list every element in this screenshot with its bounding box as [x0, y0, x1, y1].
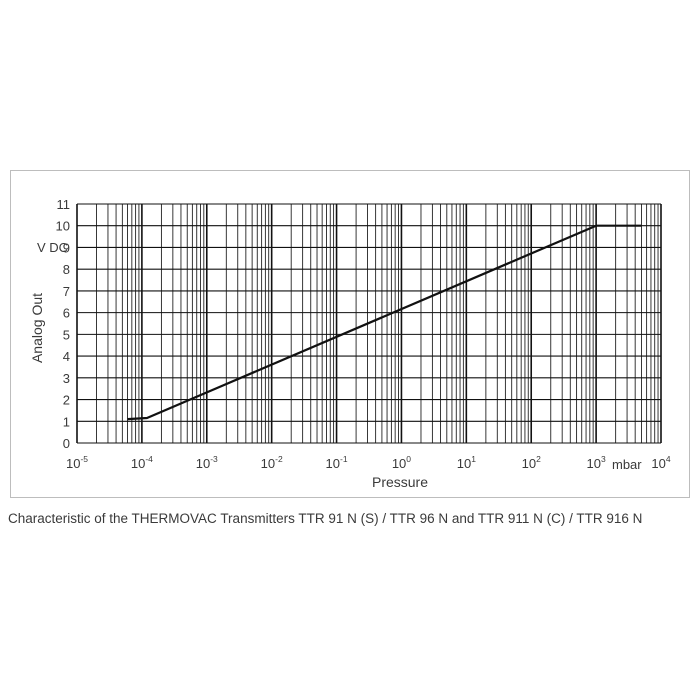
- x-unit-label: mbar: [612, 457, 642, 472]
- y-tick-label: 5: [63, 327, 70, 342]
- x-axis-title: Pressure: [372, 474, 428, 490]
- x-tick-label: 10-3: [196, 454, 218, 471]
- x-tick-label: 102: [522, 454, 541, 471]
- x-tick-label: 10-5: [66, 454, 88, 471]
- minor-gridlines: [96, 204, 659, 443]
- y-tick-label: 1: [63, 414, 70, 429]
- series-layer: [127, 224, 642, 421]
- x-tick-label: 104: [651, 454, 670, 471]
- y-tick-label: 11: [57, 197, 71, 212]
- x-tick-label: 103: [587, 454, 606, 471]
- y-tick-label: 10: [56, 219, 70, 234]
- y-tick-label: 0: [63, 436, 70, 451]
- y-tick-label: 6: [63, 306, 70, 321]
- y-tick-label: 4: [63, 349, 70, 364]
- major-gridlines: [76, 203, 662, 444]
- y-tick-label: 7: [63, 284, 70, 299]
- y-unit-label: V DC: [37, 240, 68, 255]
- chart-frame: [10, 170, 690, 498]
- y-tick-label: 9: [63, 240, 70, 255]
- y-tick-label: 2: [63, 393, 70, 408]
- x-tick-label: 10-1: [326, 454, 348, 471]
- x-tick-labels: 10-5 10-4 10-3 10-2 10-1 100 101 102 103 104: [66, 454, 671, 471]
- x-tick-label: 10-2: [261, 454, 283, 471]
- series-line: [127, 224, 642, 421]
- chart-caption: Characteristic of the THERMOVAC Transmit…: [8, 511, 643, 526]
- y-tick-labels: 0 1 2 3 4 5 6 7 8 9 10 11: [56, 197, 70, 451]
- x-tick-label: 10-4: [131, 454, 153, 471]
- x-tick-label: 101: [457, 454, 476, 471]
- y-axis-title: Analog Out: [29, 293, 45, 363]
- x-tick-label: 100: [392, 454, 411, 471]
- y-tick-label: 3: [63, 371, 70, 386]
- y-tick-label: 8: [63, 262, 70, 277]
